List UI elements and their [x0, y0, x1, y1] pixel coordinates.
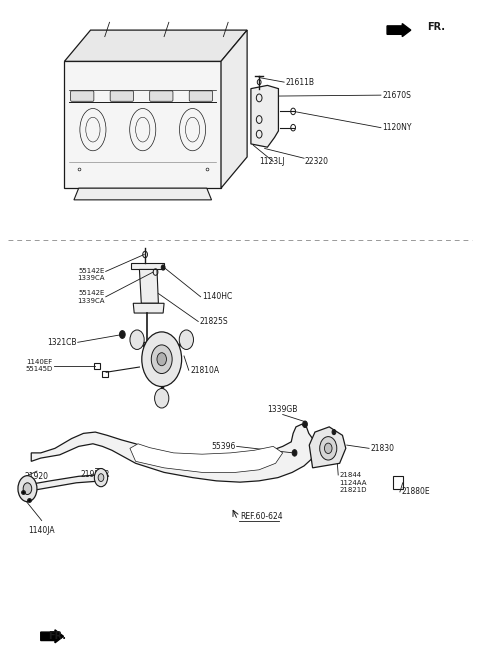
Circle shape	[18, 476, 37, 502]
Text: 22320: 22320	[304, 157, 328, 166]
Circle shape	[98, 474, 104, 482]
Polygon shape	[221, 30, 247, 188]
Polygon shape	[31, 424, 316, 482]
Text: 21920: 21920	[25, 472, 49, 482]
Circle shape	[120, 331, 125, 338]
Text: REF.60-624: REF.60-624	[240, 512, 283, 521]
Polygon shape	[64, 30, 247, 61]
Circle shape	[320, 437, 337, 460]
Text: FR.: FR.	[427, 22, 445, 32]
Text: 21950R: 21950R	[81, 470, 110, 479]
Text: 21880E: 21880E	[401, 487, 430, 497]
Text: 1120NY: 1120NY	[383, 123, 412, 132]
Text: 55396: 55396	[211, 442, 235, 451]
Text: 1123LJ: 1123LJ	[259, 157, 285, 166]
Polygon shape	[24, 474, 105, 492]
Text: 21611B: 21611B	[285, 77, 314, 87]
Text: 1140JA: 1140JA	[28, 525, 55, 535]
FancyBboxPatch shape	[71, 91, 94, 101]
Circle shape	[23, 483, 32, 495]
Polygon shape	[251, 85, 278, 147]
Circle shape	[142, 332, 181, 386]
FancyBboxPatch shape	[110, 91, 133, 101]
Polygon shape	[133, 303, 164, 313]
FancyBboxPatch shape	[150, 91, 173, 101]
Circle shape	[324, 443, 332, 453]
Polygon shape	[131, 263, 164, 270]
Circle shape	[130, 330, 144, 350]
Text: 21810A: 21810A	[190, 366, 219, 375]
Circle shape	[302, 421, 307, 428]
Polygon shape	[139, 270, 158, 303]
Circle shape	[157, 353, 167, 366]
Text: FR.: FR.	[48, 631, 66, 642]
Polygon shape	[74, 188, 212, 200]
Text: 1140HC: 1140HC	[202, 293, 232, 301]
Polygon shape	[309, 427, 346, 468]
Polygon shape	[130, 443, 283, 472]
FancyArrow shape	[387, 24, 411, 37]
FancyBboxPatch shape	[189, 91, 213, 101]
Circle shape	[179, 330, 193, 350]
Circle shape	[95, 468, 108, 487]
Text: 21670S: 21670S	[383, 91, 411, 100]
Circle shape	[151, 345, 172, 373]
Text: 21844
1124AA
21821D: 21844 1124AA 21821D	[340, 472, 367, 493]
Text: 55142E
1339CA: 55142E 1339CA	[77, 290, 105, 304]
Polygon shape	[64, 61, 221, 188]
Text: 55142E
1339CA: 55142E 1339CA	[77, 268, 105, 281]
FancyArrow shape	[41, 630, 63, 643]
Text: 21825S: 21825S	[200, 317, 228, 326]
Circle shape	[332, 430, 336, 435]
Text: 21830: 21830	[371, 444, 395, 453]
Circle shape	[292, 449, 297, 456]
Text: 1339GB: 1339GB	[267, 405, 298, 414]
Circle shape	[155, 388, 169, 408]
Text: 1321CB: 1321CB	[47, 338, 76, 347]
Text: 1140EF
55145D: 1140EF 55145D	[25, 359, 53, 373]
Circle shape	[161, 265, 165, 270]
